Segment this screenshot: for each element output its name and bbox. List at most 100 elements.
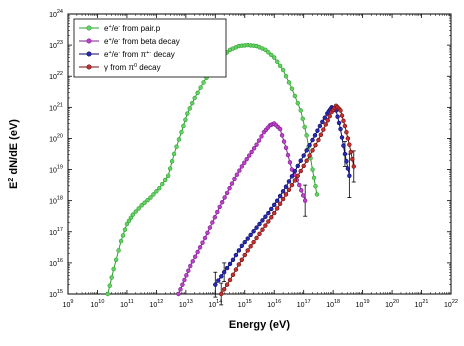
data-point-interp — [312, 133, 318, 138]
y-tick-base: 10 — [49, 168, 57, 175]
data-point — [280, 196, 286, 202]
x-tick-label: 1020 — [385, 299, 399, 309]
y-tick-label: 1023 — [49, 40, 63, 50]
data-point-interp — [263, 214, 268, 219]
legend-text-part: π — [128, 63, 134, 72]
data-point — [105, 291, 110, 297]
legend-text-part: e — [104, 50, 109, 59]
legend-sup: - — [118, 37, 120, 43]
data-point — [274, 198, 280, 203]
data-point-interp — [197, 245, 203, 250]
data-point-interp — [195, 90, 200, 96]
data-point-interp — [277, 193, 283, 199]
data-point-interp — [224, 265, 230, 271]
y-axis-title: E2 dN/dE (eV) — [8, 119, 20, 189]
legend-label: γ from π0 decay — [104, 63, 161, 72]
data-point-interp — [183, 117, 188, 122]
data-point — [342, 123, 348, 129]
data-point — [248, 232, 253, 238]
data-point — [292, 168, 298, 174]
data-point-interp — [192, 254, 198, 259]
y-tick-label: 1016 — [49, 258, 63, 268]
data-point-interp — [219, 274, 224, 279]
data-point — [289, 182, 295, 188]
data-point — [277, 126, 283, 132]
plot-frame — [67, 13, 452, 295]
data-point-interp — [126, 218, 132, 224]
data-point-interp — [266, 219, 271, 224]
data-point-interp — [133, 209, 138, 214]
x-tick-label: 1015 — [238, 299, 252, 309]
legend-sup: + — [108, 50, 111, 56]
legend-text-part: e — [104, 37, 109, 46]
legend-label: e+/e- from beta decay — [104, 37, 180, 46]
data-point-interp — [233, 252, 239, 258]
x-tick-label: 109 — [63, 299, 74, 309]
data-point-interp — [142, 200, 147, 205]
x-tick-exponent: 10 — [98, 299, 104, 305]
data-point-interp — [289, 174, 295, 179]
legend-sup: 0 — [134, 63, 137, 69]
data-point-interp — [167, 166, 173, 171]
data-point — [148, 195, 153, 200]
data-point-interp — [229, 181, 235, 186]
data-point — [338, 126, 343, 132]
legend-text-part: from beta decay — [120, 37, 180, 46]
x-tick-exponent: 14 — [216, 299, 222, 305]
x-tick-exponent: 11 — [128, 299, 134, 305]
data-point-interp — [245, 236, 250, 241]
y-tick-label: 1020 — [49, 133, 63, 143]
x-tick-exponent: 13 — [187, 299, 193, 305]
data-point — [239, 164, 245, 169]
data-point — [195, 249, 200, 255]
data-point-interp — [251, 229, 256, 234]
data-point-interp — [239, 257, 245, 262]
data-point — [224, 190, 230, 196]
data-point — [316, 137, 321, 143]
data-point — [246, 153, 252, 158]
legend-text-part: from — [120, 50, 140, 59]
x-tick-exponent: 9 — [70, 299, 73, 305]
data-point-interp — [344, 130, 349, 135]
data-point-interp — [216, 278, 221, 283]
data-point-interp — [198, 85, 203, 90]
data-point-interp — [283, 192, 289, 197]
data-point-interp — [345, 136, 351, 141]
data-point-interp — [221, 287, 227, 292]
legend-text-part: decay — [137, 63, 161, 72]
data-point — [272, 55, 277, 60]
data-point-interp — [222, 195, 227, 200]
legend-sup: - — [118, 24, 120, 30]
data-point-interp — [244, 156, 249, 162]
x-tick-base: 10 — [415, 302, 423, 309]
data-point — [219, 291, 224, 297]
data-point — [230, 257, 236, 262]
data-point-interp — [286, 187, 292, 192]
y-tick-label: 1015 — [49, 289, 63, 299]
y-tick-base: 10 — [49, 261, 57, 268]
data-point-interp — [180, 282, 185, 287]
legend-text-part: /e — [112, 37, 119, 46]
data-point-interp — [251, 239, 256, 245]
legend-label: e+/e- from pair.p — [104, 24, 161, 33]
data-point-interp — [295, 100, 300, 106]
legend-sup: + — [108, 37, 111, 43]
data-point-interp — [350, 156, 355, 162]
data-point — [283, 145, 289, 150]
x-tick-base: 10 — [326, 302, 334, 309]
data-point-interp — [315, 128, 320, 133]
data-point — [338, 108, 343, 113]
data-point-interp — [336, 120, 342, 126]
data-point-interp — [341, 118, 346, 124]
data-point-interp — [227, 186, 232, 191]
data-point-interp — [251, 146, 257, 151]
data-point-interp — [313, 142, 318, 148]
data-point — [310, 167, 315, 172]
data-point-interp — [292, 93, 298, 99]
data-point-interp — [176, 137, 182, 142]
data-point-interp — [321, 127, 326, 132]
data-point — [310, 137, 315, 143]
series-1 — [176, 121, 308, 297]
